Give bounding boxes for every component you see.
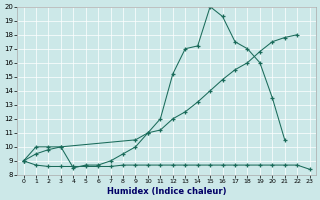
X-axis label: Humidex (Indice chaleur): Humidex (Indice chaleur) [107,187,226,196]
